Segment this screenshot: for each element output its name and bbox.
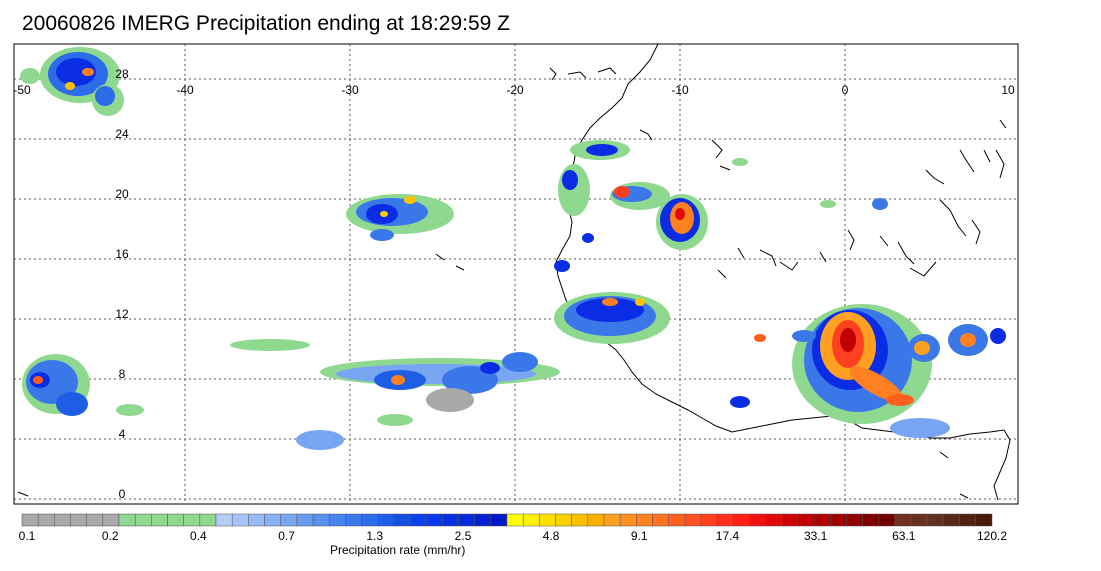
colorbar-cell bbox=[280, 513, 298, 527]
colorbar-cell bbox=[539, 513, 556, 527]
colorbar-cell bbox=[603, 513, 621, 527]
lat-tick-label: 0 bbox=[119, 487, 126, 501]
colorbar-cell bbox=[943, 513, 960, 527]
colorbar-cells bbox=[21, 513, 993, 527]
inland-water-features bbox=[17, 67, 1007, 499]
longitude-labels: -50 -40 -30 -20 -10 0 10 bbox=[13, 83, 1015, 97]
lat-tick-label: 24 bbox=[115, 127, 129, 141]
colorbar-tick-label: 0.1 bbox=[19, 529, 36, 543]
lon-tick-label: -40 bbox=[176, 83, 194, 97]
colorbar-cell bbox=[813, 513, 831, 527]
lon-tick-label: 0 bbox=[842, 83, 849, 97]
colorbar-cell bbox=[555, 513, 572, 527]
colorbar-tick-label: 63.1 bbox=[892, 529, 916, 543]
colorbar-cell bbox=[652, 513, 669, 527]
colorbar-cell bbox=[506, 513, 524, 527]
lat-tick-label: 16 bbox=[115, 247, 129, 261]
colorbar-cell bbox=[684, 513, 702, 527]
colorbar-cell bbox=[54, 513, 71, 527]
colorbar-cell bbox=[797, 513, 815, 527]
colorbar-cell bbox=[571, 513, 589, 527]
colorbar-cell bbox=[636, 513, 653, 527]
colorbar-cell bbox=[86, 513, 104, 527]
lon-tick-label: -10 bbox=[671, 83, 689, 97]
colorbar-cell bbox=[361, 513, 378, 527]
colorbar-label: Precipitation rate (mm/hr) bbox=[330, 543, 466, 557]
precipitation-field bbox=[20, 47, 1006, 450]
colorbar-cell bbox=[716, 513, 734, 527]
colorbar-tick-label: 33.1 bbox=[804, 529, 828, 543]
colorbar-cell bbox=[522, 513, 540, 527]
lon-tick-label: -30 bbox=[341, 83, 359, 97]
lon-tick-label: -20 bbox=[506, 83, 524, 97]
colorbar-cell bbox=[167, 513, 184, 527]
colorbar-cell bbox=[490, 513, 508, 527]
colorbar-cell bbox=[328, 513, 346, 527]
colorbar-cell bbox=[425, 513, 443, 527]
colorbar-cell bbox=[765, 513, 783, 527]
colorbar-cell bbox=[700, 513, 718, 527]
colorbar-tick-label: 2.5 bbox=[455, 529, 472, 543]
colorbar-tick-label: 120.2 bbox=[977, 529, 1007, 543]
colorbar-cell bbox=[619, 513, 637, 527]
map-title: 20060826 IMERG Precipitation ending at 1… bbox=[22, 12, 510, 35]
colorbar-cell bbox=[296, 513, 314, 527]
colorbar-tick-label: 9.1 bbox=[631, 529, 648, 543]
lat-tick-label: 4 bbox=[119, 427, 126, 441]
colorbar-cell bbox=[975, 513, 993, 527]
colorbar-cell bbox=[830, 513, 847, 527]
colorbar-cell bbox=[312, 513, 330, 527]
colorbar-tick-labels: 0.1 0.2 0.4 0.7 1.3 2.5 4.8 9.1 17.4 33.1 63.1 120.… bbox=[19, 529, 1008, 543]
colorbar-cell bbox=[442, 513, 459, 527]
colorbar-cell bbox=[458, 513, 475, 527]
latitude-labels: 28 24 20 16 12 8 4 0 bbox=[115, 67, 129, 501]
colorbar-cell bbox=[894, 513, 912, 527]
precipitation-map: -50 -40 -30 -20 -10 0 10 28 24 20 16 12 8 4 0 bbox=[13, 43, 1019, 505]
lat-tick-label: 20 bbox=[115, 187, 129, 201]
colorbar-cell bbox=[199, 513, 217, 527]
colorbar-cell bbox=[37, 513, 55, 527]
colorbar-cell bbox=[733, 513, 750, 527]
colorbar-cell bbox=[345, 513, 362, 527]
lat-tick-label: 28 bbox=[115, 67, 129, 81]
colorbar-cell bbox=[587, 513, 605, 527]
lat-tick-label: 8 bbox=[119, 367, 126, 381]
colorbar-cell bbox=[668, 513, 686, 527]
colorbar-cell bbox=[134, 513, 152, 527]
colorbar-cell bbox=[248, 513, 265, 527]
lon-tick-label: 10 bbox=[1001, 83, 1015, 97]
colorbar-cell bbox=[393, 513, 411, 527]
colorbar-cell bbox=[910, 513, 928, 527]
colorbar-cell bbox=[183, 513, 201, 527]
colorbar-cell bbox=[102, 513, 120, 527]
colorbar-cell bbox=[862, 513, 880, 527]
colorbar-cell bbox=[264, 513, 281, 527]
colorbar-tick-label: 0.2 bbox=[102, 529, 119, 543]
colorbar-cell bbox=[846, 513, 863, 527]
colorbar-cell bbox=[70, 513, 87, 527]
lat-tick-label: 12 bbox=[115, 307, 129, 321]
colorbar-tick-label: 0.7 bbox=[278, 529, 295, 543]
colorbar-cell bbox=[409, 513, 427, 527]
lon-tick-label: -50 bbox=[13, 83, 31, 97]
colorbar-tick-label: 1.3 bbox=[366, 529, 383, 543]
colorbar-cell bbox=[781, 513, 799, 527]
colorbar-cell bbox=[118, 513, 136, 527]
colorbar-cell bbox=[959, 513, 977, 527]
colorbar-cell bbox=[878, 513, 896, 527]
colorbar-cell bbox=[215, 513, 233, 527]
colorbar-tick-label: 4.8 bbox=[543, 529, 560, 543]
colorbar-tick-label: 0.4 bbox=[190, 529, 207, 543]
colorbar-cell bbox=[231, 513, 249, 527]
colorbar-cell bbox=[474, 513, 492, 527]
colorbar-cell bbox=[377, 513, 395, 527]
colorbar-cell bbox=[927, 513, 944, 527]
map-frame bbox=[13, 43, 1019, 505]
colorbar-tick-label: 17.4 bbox=[716, 529, 740, 543]
colorbar-cell bbox=[21, 513, 39, 527]
colorbar-cell bbox=[151, 513, 168, 527]
colorbar-cell bbox=[749, 513, 766, 527]
